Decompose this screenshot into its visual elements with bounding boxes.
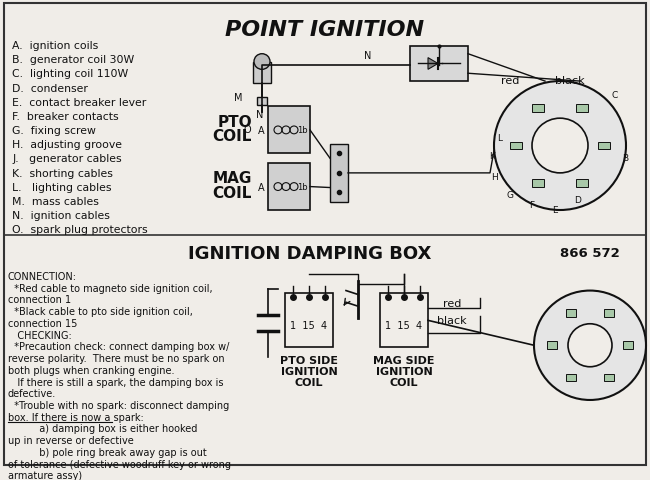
Text: A: A bbox=[259, 182, 265, 192]
Text: of tolerance (defective woodruff key or wrong: of tolerance (defective woodruff key or … bbox=[8, 458, 231, 468]
Text: COIL: COIL bbox=[213, 186, 252, 201]
Text: M: M bbox=[234, 93, 242, 102]
Circle shape bbox=[534, 291, 646, 400]
Text: O: O bbox=[243, 125, 251, 135]
FancyBboxPatch shape bbox=[576, 105, 588, 113]
Text: If there is still a spark, the damping box is: If there is still a spark, the damping b… bbox=[8, 377, 224, 387]
Circle shape bbox=[532, 119, 588, 174]
FancyBboxPatch shape bbox=[330, 144, 348, 203]
Text: IGNITION: IGNITION bbox=[376, 366, 432, 376]
Text: IGNITION: IGNITION bbox=[281, 366, 337, 376]
FancyBboxPatch shape bbox=[4, 4, 646, 465]
Text: armature assy): armature assy) bbox=[8, 470, 82, 480]
Text: K.  shorting cables: K. shorting cables bbox=[12, 168, 113, 178]
Text: CONNECTION:: CONNECTION: bbox=[8, 272, 77, 281]
Text: reverse polarity.  There must be no spark on: reverse polarity. There must be no spark… bbox=[8, 353, 225, 363]
Text: B: B bbox=[622, 154, 628, 162]
Text: connection 15: connection 15 bbox=[8, 318, 77, 328]
Text: F: F bbox=[530, 200, 534, 209]
Text: *Trouble with no spark: disconnect damping: *Trouble with no spark: disconnect dampi… bbox=[8, 400, 229, 410]
Circle shape bbox=[568, 324, 612, 367]
Text: F.  breaker contacts: F. breaker contacts bbox=[12, 112, 118, 121]
Text: both plugs when cranking engine.: both plugs when cranking engine. bbox=[8, 365, 174, 375]
Text: defective.: defective. bbox=[8, 388, 57, 398]
Text: POINT IGNITION: POINT IGNITION bbox=[226, 20, 424, 39]
Text: D: D bbox=[575, 195, 582, 204]
Text: box. If there is now a spark:: box. If there is now a spark: bbox=[8, 412, 144, 422]
Text: H.  adjusting groove: H. adjusting groove bbox=[12, 140, 122, 150]
Text: D.  condenser: D. condenser bbox=[12, 84, 88, 93]
Text: red: red bbox=[500, 76, 519, 86]
Text: L.   lighting cables: L. lighting cables bbox=[12, 182, 112, 192]
Text: PTO: PTO bbox=[217, 114, 252, 129]
Text: K: K bbox=[489, 152, 495, 160]
Text: up in reverse or defective: up in reverse or defective bbox=[8, 435, 134, 445]
FancyBboxPatch shape bbox=[566, 310, 576, 317]
FancyBboxPatch shape bbox=[253, 62, 271, 84]
Text: 866 572: 866 572 bbox=[560, 246, 620, 259]
Text: MAG SIDE: MAG SIDE bbox=[373, 355, 435, 365]
Text: COIL: COIL bbox=[294, 377, 323, 387]
FancyBboxPatch shape bbox=[268, 164, 310, 211]
Text: PTO SIDE: PTO SIDE bbox=[280, 355, 338, 365]
Text: COIL: COIL bbox=[390, 377, 418, 387]
FancyBboxPatch shape bbox=[566, 374, 576, 382]
Circle shape bbox=[494, 82, 626, 211]
Text: N.  ignition cables: N. ignition cables bbox=[12, 211, 110, 220]
Circle shape bbox=[254, 55, 270, 70]
Text: 1  15  4: 1 15 4 bbox=[385, 321, 422, 331]
FancyBboxPatch shape bbox=[285, 294, 333, 348]
FancyBboxPatch shape bbox=[257, 97, 267, 105]
Text: A.  ignition coils: A. ignition coils bbox=[12, 41, 98, 51]
Text: L: L bbox=[497, 134, 502, 143]
FancyBboxPatch shape bbox=[532, 180, 544, 187]
FancyBboxPatch shape bbox=[510, 143, 522, 150]
Text: 1b: 1b bbox=[296, 183, 307, 192]
Text: MAG: MAG bbox=[213, 171, 252, 186]
FancyBboxPatch shape bbox=[604, 310, 614, 317]
FancyBboxPatch shape bbox=[547, 342, 557, 349]
Text: A: A bbox=[259, 126, 265, 136]
Text: N: N bbox=[256, 110, 264, 120]
FancyBboxPatch shape bbox=[623, 342, 633, 349]
Text: a) damping box is either hooked: a) damping box is either hooked bbox=[8, 423, 198, 433]
Text: J.   generator cables: J. generator cables bbox=[12, 154, 122, 164]
FancyBboxPatch shape bbox=[576, 180, 588, 187]
FancyBboxPatch shape bbox=[598, 143, 610, 150]
Text: N: N bbox=[364, 50, 372, 60]
Text: G.  fixing screw: G. fixing screw bbox=[12, 126, 96, 136]
Text: O.  spark plug protectors: O. spark plug protectors bbox=[12, 225, 148, 235]
Text: IGNITION DAMPING BOX: IGNITION DAMPING BOX bbox=[188, 244, 432, 262]
Text: B.  generator coil 30W: B. generator coil 30W bbox=[12, 55, 135, 65]
Text: b) pole ring break away gap is out: b) pole ring break away gap is out bbox=[8, 447, 207, 457]
FancyBboxPatch shape bbox=[268, 107, 310, 154]
Text: M.  mass cables: M. mass cables bbox=[12, 196, 99, 206]
Text: C.  lighting coil 110W: C. lighting coil 110W bbox=[12, 69, 128, 79]
Text: E: E bbox=[552, 205, 558, 214]
Polygon shape bbox=[428, 59, 438, 70]
Text: 1  15  4: 1 15 4 bbox=[291, 321, 328, 331]
Text: E.  contact breaker lever: E. contact breaker lever bbox=[12, 97, 146, 108]
Text: *Black cable to pto side ignition coil,: *Black cable to pto side ignition coil, bbox=[8, 307, 193, 316]
Text: red: red bbox=[443, 299, 462, 309]
Text: C: C bbox=[612, 91, 618, 100]
FancyBboxPatch shape bbox=[410, 47, 468, 82]
FancyBboxPatch shape bbox=[380, 294, 428, 348]
Text: black: black bbox=[437, 315, 467, 325]
FancyBboxPatch shape bbox=[604, 374, 614, 382]
Text: *Red cable to magneto side ignition coil,: *Red cable to magneto side ignition coil… bbox=[8, 283, 213, 293]
Text: *Precaution check: connect damping box w/: *Precaution check: connect damping box w… bbox=[8, 342, 229, 352]
Text: G: G bbox=[506, 191, 514, 200]
Text: 1b: 1b bbox=[296, 126, 307, 135]
Text: connection 1: connection 1 bbox=[8, 295, 71, 305]
FancyBboxPatch shape bbox=[532, 105, 544, 113]
Text: COIL: COIL bbox=[213, 129, 252, 144]
Text: H: H bbox=[491, 173, 499, 182]
Text: black: black bbox=[555, 76, 585, 86]
Text: CHECKING:: CHECKING: bbox=[8, 330, 72, 340]
